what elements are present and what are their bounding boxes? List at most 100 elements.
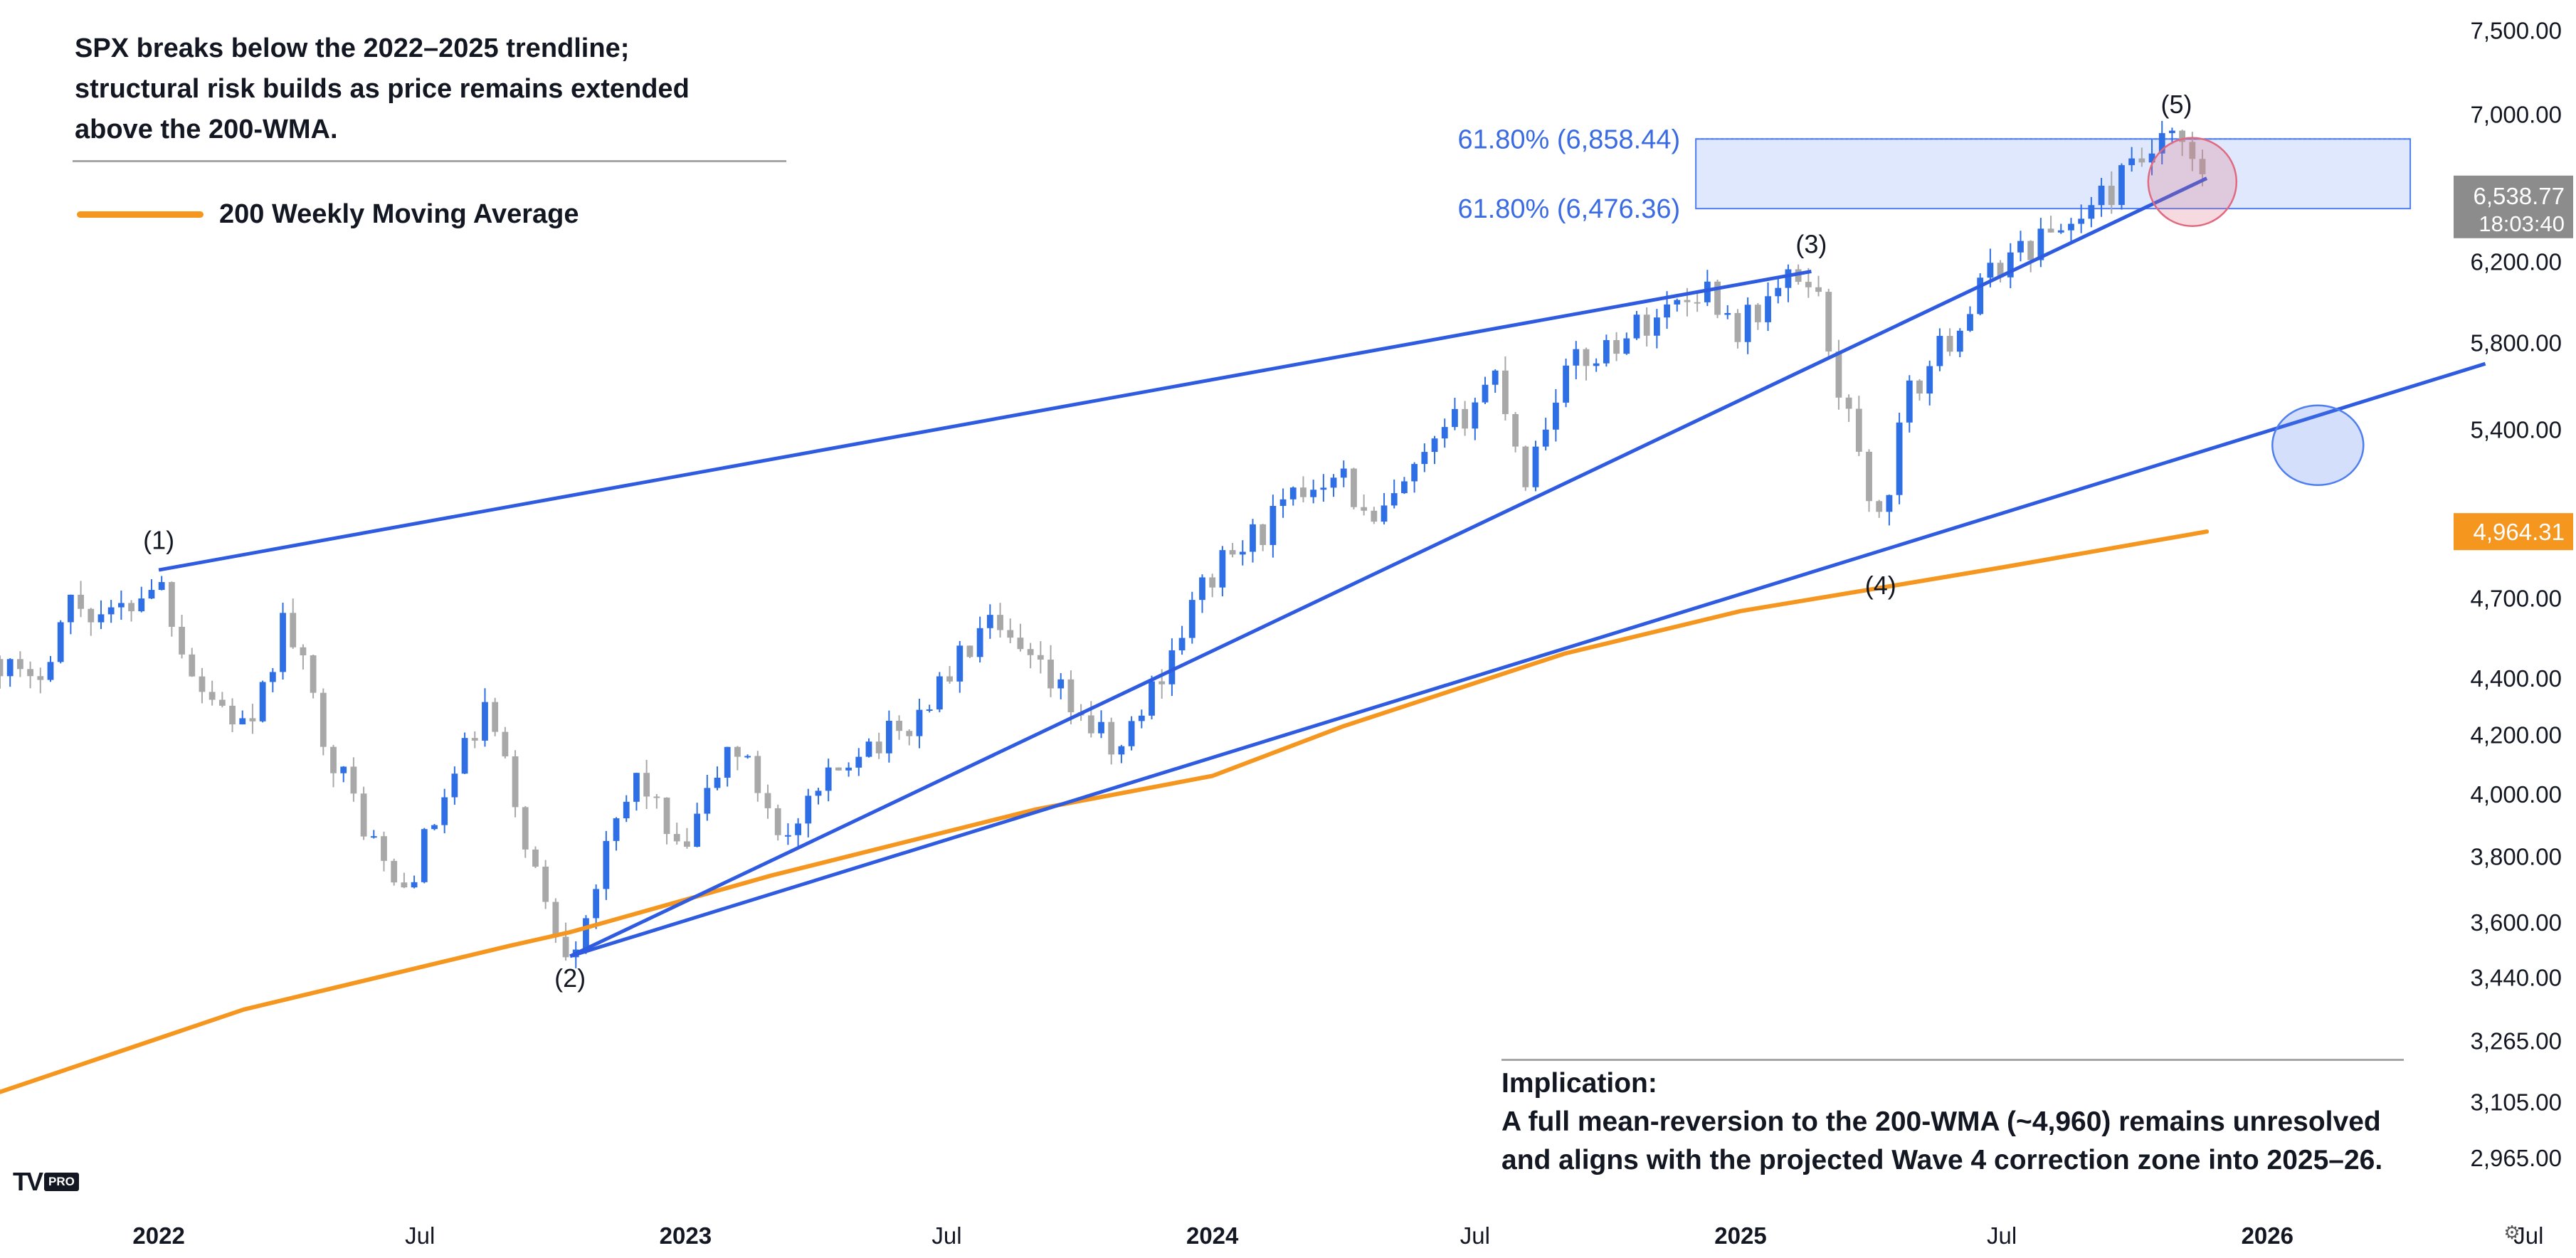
candle-body (1361, 507, 1368, 511)
candle-body (1108, 722, 1115, 755)
price-badge-value: 6,538.77 (2474, 183, 2565, 209)
wave-label: (4) (1865, 571, 1896, 600)
candle-body (1269, 505, 1277, 545)
candle-body (340, 766, 347, 773)
candle-body (1128, 721, 1135, 746)
annotation-divider (73, 160, 786, 162)
candle-body (1411, 464, 1418, 482)
candle-body (845, 767, 852, 771)
candle-body (1098, 722, 1104, 734)
candle-body (2128, 158, 2136, 166)
candle-body (310, 655, 317, 693)
candle-body (1289, 487, 1297, 500)
candle-body (0, 659, 4, 677)
y-tick-label: 5,800.00 (2471, 330, 2562, 356)
candle-body (1552, 402, 1559, 430)
candle-body (1300, 487, 1307, 497)
candle-body (805, 796, 812, 824)
implication-heading: Implication: (1501, 1068, 1657, 1099)
candle-body (88, 608, 95, 623)
candle-body (1452, 408, 1458, 428)
candle-body (714, 777, 721, 788)
y-tick-label: 2,965.00 (2471, 1145, 2562, 1171)
candle-body (461, 738, 468, 774)
candle-body (179, 626, 185, 655)
x-tick-label: Jul (2513, 1222, 2543, 1249)
trendline-upper (158, 269, 1812, 572)
candle-body (562, 936, 569, 958)
candle-body (1037, 655, 1044, 660)
candle-body (2148, 153, 2155, 163)
candle-body (1199, 577, 1205, 601)
candle-body (2169, 130, 2175, 134)
ma-legend-label: 200 Weekly Moving Average (219, 199, 579, 229)
candle-body (451, 773, 458, 798)
candle-body (633, 773, 640, 802)
candle-body (1330, 477, 1337, 488)
candle-body (1694, 302, 1701, 304)
candle-body (2088, 205, 2095, 219)
candle-body (421, 829, 428, 882)
candle-body (2138, 158, 2145, 163)
candle-body (2047, 228, 2054, 233)
price-badge-countdown: 18:03:40 (2479, 211, 2565, 236)
candle-body (441, 797, 448, 825)
candle-body (218, 699, 226, 706)
y-tick-label: 3,440.00 (2471, 964, 2562, 990)
tradingview-logo[interactable]: TV PRO (13, 1167, 79, 1197)
candle-body (57, 622, 64, 662)
candle-body (330, 746, 337, 773)
fib-bottom-label: 61.80% (6,476.36) (1457, 194, 1680, 224)
candle-body (1997, 263, 2004, 278)
candle-body (1027, 649, 1034, 655)
candle-body (269, 672, 276, 682)
candle-body (360, 793, 367, 837)
candle-body (673, 834, 680, 842)
candle-body (2007, 252, 2014, 278)
candle-body (1441, 427, 1448, 439)
candle-body (1674, 300, 1681, 305)
candle-body (350, 766, 357, 794)
candle-body (239, 718, 246, 725)
candle-body (1886, 495, 1893, 512)
candle-body (1643, 314, 1650, 336)
x-tick-label: 2024 (1186, 1222, 1239, 1249)
candle-body (199, 676, 206, 692)
implication-line: A full mean-reversion to the 200-WMA (~4… (1501, 1106, 2381, 1137)
candle-body (1573, 349, 1580, 366)
candle-body (1785, 269, 1792, 288)
fib-zone (1695, 138, 2412, 210)
candle-body (2199, 159, 2206, 174)
candle-body (825, 767, 832, 791)
candle-body (1583, 349, 1590, 366)
candle-body (2017, 240, 2024, 253)
wave-label: (5) (2161, 90, 2192, 119)
y-tick-label: 3,600.00 (2471, 909, 2562, 936)
candle-body (1522, 446, 1529, 487)
x-tick-label: Jul (1987, 1222, 2017, 1249)
peak-circle (2147, 137, 2238, 227)
candle-body (997, 615, 1003, 630)
candle-body (764, 793, 771, 808)
candle-body (795, 823, 801, 835)
x-tick-label: Jul (1460, 1222, 1490, 1249)
candle-body (97, 614, 105, 623)
x-tick-label: 2023 (660, 1222, 712, 1249)
x-tick-label: 2022 (132, 1222, 184, 1249)
candle-body (623, 801, 630, 819)
chart-settings-icon[interactable]: ⚙ (2503, 1222, 2520, 1243)
candle-body (1017, 638, 1024, 650)
candle-body (784, 835, 791, 837)
candle-body (1825, 292, 1832, 352)
candle-body (1845, 397, 1852, 409)
candle-body (1613, 340, 1620, 354)
candle-body (280, 613, 286, 672)
candle-body (1744, 305, 1751, 342)
annotation-title-line: SPX breaks below the 2022–2025 trendline… (75, 33, 630, 63)
candle-body (1401, 481, 1408, 494)
candle-body (1795, 269, 1802, 282)
candle-body (1047, 660, 1054, 689)
ma-200-line (0, 529, 2210, 1094)
candle-body (290, 613, 297, 648)
